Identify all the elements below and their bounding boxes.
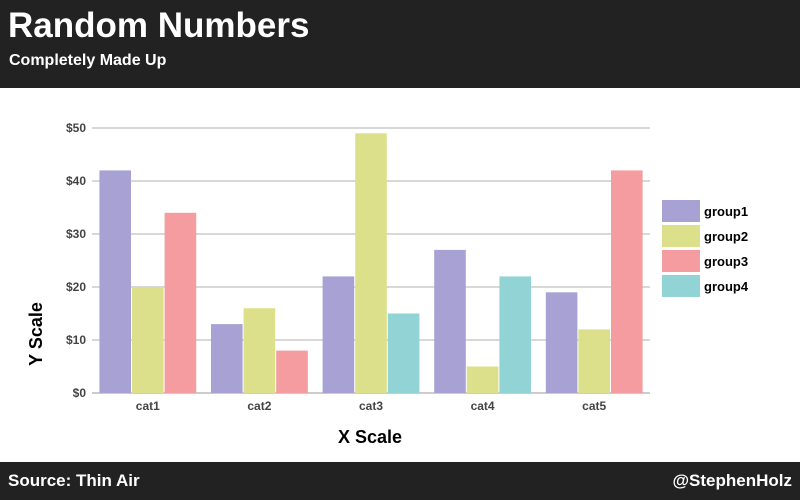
legend-label-group1: group1: [704, 204, 748, 219]
y-tick-label: $20: [66, 280, 86, 294]
legend-swatch-group4: [662, 275, 700, 297]
y-tick-label: $40: [66, 174, 86, 188]
bar-group1-cat3: [322, 276, 355, 393]
bar-group2-cat4: [466, 366, 499, 393]
legend-label-group2: group2: [704, 229, 748, 244]
x-tick-label: cat4: [471, 399, 495, 413]
x-axis-title: X Scale: [338, 427, 402, 447]
bar-group2-cat5: [578, 329, 610, 393]
bar-group1-cat1: [99, 170, 131, 393]
bars: [99, 133, 643, 394]
legend-label-group3: group3: [704, 254, 748, 269]
source-note: Source: Thin Air: [8, 471, 140, 490]
legend-swatch-group3: [662, 250, 700, 272]
legend: group1 group2 group3 group4: [662, 200, 749, 297]
y-tick-label: $50: [66, 121, 86, 135]
bar-group4-cat3: [387, 313, 420, 393]
bar-group4-cat4: [499, 276, 531, 393]
chart-footer: Source: Thin Air @StephenHolz: [0, 462, 800, 500]
chart-subtitle: Completely Made Up: [9, 52, 167, 69]
bar-group1-cat2: [211, 324, 243, 393]
x-tick-label: cat3: [359, 399, 383, 413]
legend-label-group4: group4: [704, 279, 749, 294]
bar-group2-cat2: [243, 308, 276, 393]
y-tick-labels: $0 $10 $20 $30 $40 $50: [66, 121, 86, 400]
bar-chart: $0 $10 $20 $30 $40 $50 cat1 cat2 cat3 cat4 cat5 X…: [26, 121, 749, 447]
y-axis-title: Y Scale: [26, 302, 46, 366]
y-tick-label: $0: [73, 386, 87, 400]
author-credit: @StephenHolz: [672, 471, 792, 490]
legend-swatch-group2: [662, 225, 700, 247]
y-tick-label: $30: [66, 227, 86, 241]
x-tick-label: cat5: [582, 399, 606, 413]
bar-group3-cat1: [164, 212, 197, 393]
x-tick-label: cat2: [247, 399, 271, 413]
bar-group2-cat3: [355, 133, 387, 394]
y-tick-label: $10: [66, 333, 86, 347]
bar-group1-cat5: [545, 292, 578, 393]
bar-group1-cat4: [434, 249, 466, 393]
bar-group3-cat5: [611, 170, 643, 393]
chart-title: Random Numbers: [8, 6, 310, 45]
bar-group2-cat1: [132, 287, 164, 393]
legend-swatch-group1: [662, 200, 700, 222]
x-tick-label: cat1: [136, 399, 160, 413]
x-tick-labels: cat1 cat2 cat3 cat4 cat5: [136, 399, 607, 413]
bar-group3-cat2: [276, 350, 308, 393]
chart-header: Random Numbers Completely Made Up: [0, 0, 800, 88]
